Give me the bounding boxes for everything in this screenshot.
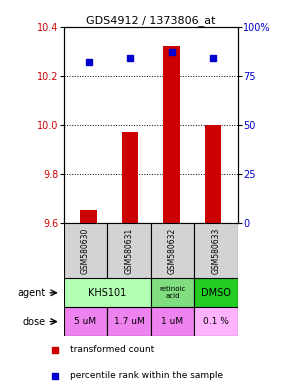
Text: GSM580631: GSM580631: [124, 227, 134, 274]
Bar: [64, 223, 107, 278]
Bar: [194, 223, 238, 278]
Bar: [151, 307, 194, 336]
Bar: [194, 278, 238, 307]
Bar: [107, 223, 151, 278]
Bar: [64, 307, 107, 336]
Text: GSM580632: GSM580632: [168, 227, 177, 274]
Bar: [163, 46, 180, 223]
Text: transformed count: transformed count: [70, 346, 154, 354]
Bar: [122, 132, 138, 223]
Text: KHS101: KHS101: [88, 288, 126, 298]
Text: 5 uM: 5 uM: [75, 317, 97, 326]
Text: agent: agent: [17, 288, 46, 298]
Bar: [80, 210, 97, 223]
Text: GSM580630: GSM580630: [81, 227, 90, 274]
Bar: [107, 307, 151, 336]
Bar: [64, 278, 151, 307]
Bar: [151, 278, 194, 307]
Bar: [194, 307, 238, 336]
Bar: [205, 125, 221, 223]
Bar: [151, 223, 194, 278]
Title: GDS4912 / 1373806_at: GDS4912 / 1373806_at: [86, 15, 215, 26]
Text: 0.1 %: 0.1 %: [203, 317, 229, 326]
Text: percentile rank within the sample: percentile rank within the sample: [70, 371, 223, 380]
Text: retinoic
acid: retinoic acid: [160, 286, 186, 299]
Text: DMSO: DMSO: [201, 288, 231, 298]
Text: 1.7 uM: 1.7 uM: [114, 317, 144, 326]
Text: dose: dose: [22, 316, 46, 327]
Text: 1 uM: 1 uM: [162, 317, 184, 326]
Text: GSM580633: GSM580633: [211, 227, 221, 274]
